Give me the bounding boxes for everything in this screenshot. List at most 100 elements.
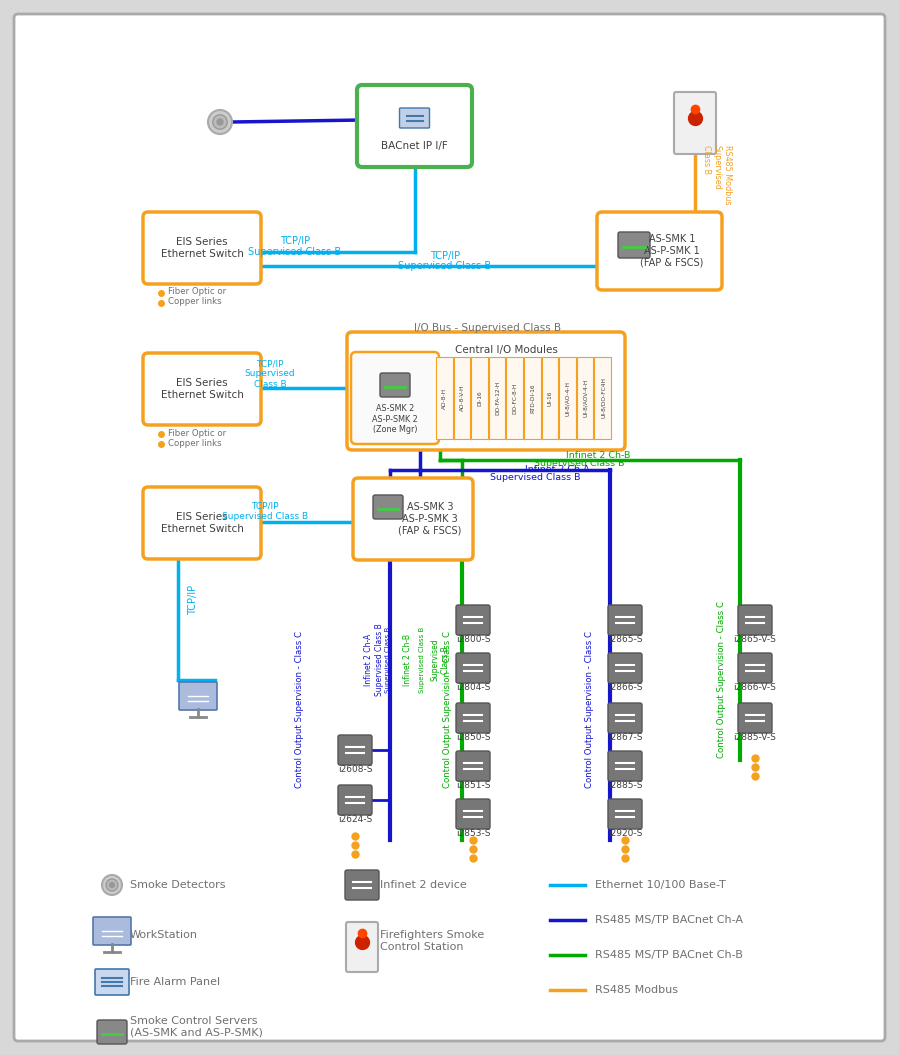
Text: Copper links: Copper links <box>168 298 222 307</box>
FancyBboxPatch shape <box>738 653 772 683</box>
FancyBboxPatch shape <box>608 751 642 781</box>
Text: Fiber Optic or: Fiber Optic or <box>168 288 227 296</box>
FancyBboxPatch shape <box>456 653 490 683</box>
Text: UI-8/AOV-4-H: UI-8/AOV-4-H <box>583 379 588 417</box>
FancyBboxPatch shape <box>608 605 642 635</box>
Text: TCP/IP: TCP/IP <box>188 584 198 615</box>
FancyBboxPatch shape <box>618 232 650 258</box>
Text: i2800-S: i2800-S <box>456 634 490 644</box>
Text: BACnet IP I/F: BACnet IP I/F <box>381 141 448 151</box>
Text: i2867-S: i2867-S <box>608 732 642 742</box>
Text: Infinet 2 Ch-A: Infinet 2 Ch-A <box>525 465 590 475</box>
Text: RS485 MS/TP BACnet Ch-B: RS485 MS/TP BACnet Ch-B <box>595 950 743 960</box>
Text: Smoke Detectors: Smoke Detectors <box>130 880 226 890</box>
FancyBboxPatch shape <box>179 682 217 710</box>
FancyBboxPatch shape <box>456 799 490 829</box>
Text: Smoke Control Servers
(AS-SMK and AS-P-SMK): Smoke Control Servers (AS-SMK and AS-P-S… <box>130 1016 263 1038</box>
Text: UI-8/AO-4-H: UI-8/AO-4-H <box>565 381 571 416</box>
Text: RS485 MS/TP BACnet Ch-A: RS485 MS/TP BACnet Ch-A <box>595 915 743 925</box>
FancyBboxPatch shape <box>608 653 642 683</box>
Text: Supervised Class B: Supervised Class B <box>248 247 342 257</box>
FancyBboxPatch shape <box>357 85 472 167</box>
Text: AS-SMK 1
AS-P-SMK 1
(FAP & FSCS): AS-SMK 1 AS-P-SMK 1 (FAP & FSCS) <box>640 234 704 268</box>
Text: i2866-V-S: i2866-V-S <box>734 683 777 691</box>
Text: Supervised Class B: Supervised Class B <box>385 627 391 693</box>
FancyBboxPatch shape <box>738 703 772 733</box>
FancyBboxPatch shape <box>14 14 885 1041</box>
FancyBboxPatch shape <box>345 870 379 900</box>
FancyBboxPatch shape <box>597 212 722 290</box>
Bar <box>559 357 575 439</box>
Text: Supervised Class B: Supervised Class B <box>489 474 580 482</box>
Text: Infinet 2 Ch-A
Supervised Class B: Infinet 2 Ch-A Supervised Class B <box>364 624 384 696</box>
Text: i2804-S: i2804-S <box>456 683 490 691</box>
Text: EIS Series
Ethernet Switch: EIS Series Ethernet Switch <box>161 378 244 400</box>
Circle shape <box>217 119 223 124</box>
Text: Supervised Class B: Supervised Class B <box>419 627 425 693</box>
Text: Copper links: Copper links <box>168 439 222 447</box>
Text: DO-FC-8-H: DO-FC-8-H <box>512 382 518 414</box>
FancyBboxPatch shape <box>456 703 490 733</box>
Text: TCP/IP
Supervised
Class B: TCP/IP Supervised Class B <box>245 359 295 389</box>
Text: EIS Series
Ethernet Switch: EIS Series Ethernet Switch <box>161 237 244 258</box>
Text: AO-8-H: AO-8-H <box>442 387 448 408</box>
Text: TCP/IP
Supervised Class B: TCP/IP Supervised Class B <box>222 501 308 521</box>
Text: Ethernet 10/100 Base-T: Ethernet 10/100 Base-T <box>595 880 725 890</box>
Bar <box>594 357 611 439</box>
Text: i2866-S: i2866-S <box>608 683 642 691</box>
Text: Central I/O Modules: Central I/O Modules <box>455 345 557 354</box>
Text: Supervised Class B: Supervised Class B <box>398 261 492 271</box>
Text: Control Output Supervision - Class C: Control Output Supervision - Class C <box>585 632 594 788</box>
Text: i2608-S: i2608-S <box>338 765 372 773</box>
Text: Control Output Supervision - Class C: Control Output Supervision - Class C <box>443 632 452 788</box>
FancyBboxPatch shape <box>338 735 372 765</box>
Bar <box>577 357 593 439</box>
Text: WorkStation: WorkStation <box>130 931 198 940</box>
Circle shape <box>106 879 118 891</box>
FancyBboxPatch shape <box>351 352 439 444</box>
Text: i2851-S: i2851-S <box>456 781 490 789</box>
Bar <box>489 357 505 439</box>
FancyBboxPatch shape <box>399 108 430 128</box>
Circle shape <box>213 115 227 129</box>
FancyBboxPatch shape <box>93 917 131 945</box>
Bar <box>471 357 488 439</box>
FancyBboxPatch shape <box>347 332 625 450</box>
Text: i2920-S: i2920-S <box>608 828 642 838</box>
Text: AS-SMK 3
AS-P-SMK 3
(FAP & FSCS): AS-SMK 3 AS-P-SMK 3 (FAP & FSCS) <box>398 502 462 536</box>
Text: RS485 Modbus
Supervised
Class B: RS485 Modbus Supervised Class B <box>702 146 732 205</box>
FancyBboxPatch shape <box>143 212 261 284</box>
Text: EIS Series
Ethernet Switch: EIS Series Ethernet Switch <box>161 512 244 534</box>
FancyBboxPatch shape <box>143 353 261 425</box>
Text: Fire Alarm Panel: Fire Alarm Panel <box>130 977 220 987</box>
FancyBboxPatch shape <box>456 605 490 635</box>
Text: Fiber Optic or: Fiber Optic or <box>168 428 227 438</box>
FancyBboxPatch shape <box>143 487 261 559</box>
FancyBboxPatch shape <box>97 1020 127 1044</box>
Bar <box>436 357 452 439</box>
Bar <box>541 357 558 439</box>
Text: Supervised
Class B: Supervised Class B <box>431 638 450 682</box>
Text: AO-8-V-H: AO-8-V-H <box>460 385 465 411</box>
FancyBboxPatch shape <box>456 751 490 781</box>
FancyBboxPatch shape <box>346 922 378 972</box>
Text: i2865-V-S: i2865-V-S <box>734 634 777 644</box>
Text: DI-16: DI-16 <box>477 390 483 406</box>
Text: Infinet 2 Ch-B: Infinet 2 Ch-B <box>565 450 630 460</box>
Text: Infinet 2 device: Infinet 2 device <box>380 880 467 890</box>
FancyBboxPatch shape <box>353 478 473 560</box>
Text: Control Output Supervision - Class C: Control Output Supervision - Class C <box>717 601 726 759</box>
Text: UI-16: UI-16 <box>547 390 553 406</box>
Text: i2865-S: i2865-S <box>608 634 642 644</box>
FancyBboxPatch shape <box>608 703 642 733</box>
Text: Firefighters Smoke
Control Station: Firefighters Smoke Control Station <box>380 931 485 952</box>
FancyBboxPatch shape <box>608 799 642 829</box>
Text: DO-FA-12-H: DO-FA-12-H <box>495 381 500 415</box>
Text: Infinet 2 Ch-B: Infinet 2 Ch-B <box>404 634 413 686</box>
Text: i2885-V-S: i2885-V-S <box>734 732 777 742</box>
Circle shape <box>102 875 122 895</box>
Circle shape <box>208 110 232 134</box>
FancyBboxPatch shape <box>95 968 129 995</box>
Text: Supervised Class B: Supervised Class B <box>535 459 625 467</box>
Circle shape <box>110 882 114 887</box>
